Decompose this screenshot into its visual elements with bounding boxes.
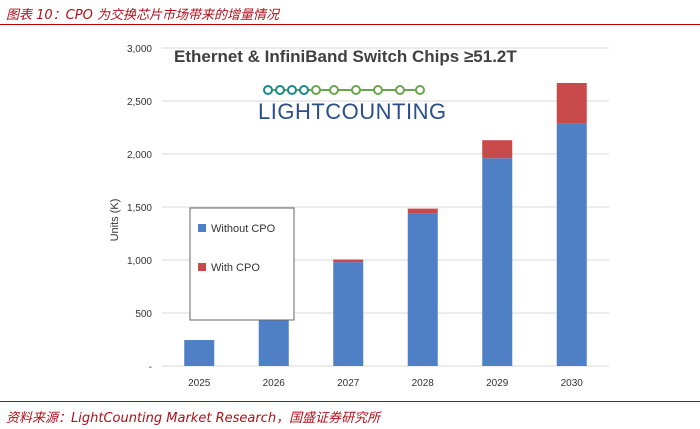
bar-with-cpo-2029 [482,140,513,159]
legend-label-with-cpo: With CPO [211,262,260,274]
x-tick-labels: 2025 2026 2027 2028 2029 2030 [188,378,583,389]
y-tick-label: - [149,362,152,373]
legend: Without CPO With CPO [189,207,295,321]
legend-swatch-without-cpo [198,224,206,232]
chart-title: Ethernet & InfiniBand Switch Chips ≥51.2… [174,47,517,66]
bar-with-cpo-2028 [407,208,438,214]
x-tick-label: 2030 [561,378,584,389]
x-tick-label: 2025 [188,378,211,389]
bar-without-cpo-2028 [407,213,438,366]
bottom-divider [0,401,700,402]
bar-with-cpo-2027 [333,259,364,263]
y-tick-label: 2,000 [127,150,152,161]
x-tick-label: 2027 [337,378,360,389]
x-tick-label: 2029 [486,378,509,389]
figure-source: 资料来源：LightCounting Market Research，国盛证券研… [6,411,381,426]
bar-without-cpo-2030 [556,123,587,366]
bar-without-cpo-2027 [333,262,364,366]
x-tick-label: 2028 [412,378,435,389]
x-tick-label: 2026 [263,378,286,389]
y-tick-label: 3,000 [127,44,152,55]
y-axis-label: Units (K) [109,199,121,242]
top-divider [0,24,700,25]
legend-swatch-with-cpo [198,263,206,271]
y-tick-label: 1,000 [127,256,152,267]
legend-box [189,207,295,321]
y-tick-labels: - 500 1,000 1,500 2,000 2,500 3,000 [127,44,152,373]
bar-without-cpo-2029 [482,158,513,366]
y-tick-label: 2,500 [127,97,152,108]
bar-without-cpo-2025 [184,340,215,366]
y-tick-label: 1,500 [127,203,152,214]
logo-dots-decoration [263,85,425,95]
y-tick-label: 500 [135,309,152,320]
figure-caption: 图表 10：CPO 为交换芯片市场带来的增量情况 [6,8,279,23]
chart-container: -500 1,000 1,500 2,000 2,500 3,000 2025 2026 20… [104,30,626,394]
lightcounting-logo: LIGHTCOUNTING [258,85,447,124]
logo-text: LIGHTCOUNTING [258,99,447,124]
bar-with-cpo-2030 [556,82,587,124]
legend-label-without-cpo: Without CPO [211,223,276,235]
